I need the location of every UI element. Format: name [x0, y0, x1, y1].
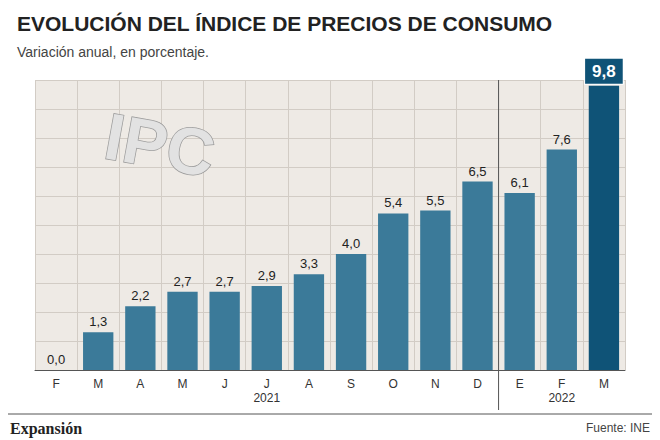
svg-text:F: F	[558, 377, 565, 391]
svg-text:7,6: 7,6	[553, 132, 571, 147]
svg-text:A: A	[305, 377, 313, 391]
svg-text:2,7: 2,7	[173, 274, 191, 289]
svg-text:3,3: 3,3	[300, 256, 318, 271]
svg-text:5,5: 5,5	[426, 193, 444, 208]
svg-text:S: S	[347, 377, 355, 391]
svg-text:Variación anual, en porcentaje: Variación anual, en porcentaje.	[17, 44, 209, 60]
svg-text:O: O	[389, 377, 398, 391]
svg-text:EVOLUCIÓN DEL ÍNDICE DE PRECIO: EVOLUCIÓN DEL ÍNDICE DE PRECIOS DE CONSU…	[17, 12, 552, 35]
svg-text:N: N	[431, 377, 440, 391]
svg-text:2,2: 2,2	[131, 288, 149, 303]
svg-text:6,1: 6,1	[511, 175, 529, 190]
svg-text:M: M	[599, 377, 609, 391]
svg-text:F: F	[52, 377, 59, 391]
svg-text:4,0: 4,0	[342, 236, 360, 251]
svg-text:2,9: 2,9	[258, 268, 276, 283]
svg-text:J: J	[264, 377, 270, 391]
svg-text:2022: 2022	[548, 391, 575, 405]
svg-text:E: E	[516, 377, 524, 391]
svg-text:1,3: 1,3	[89, 314, 107, 329]
svg-text:A: A	[136, 377, 144, 391]
svg-text:J: J	[222, 377, 228, 391]
svg-text:5,4: 5,4	[384, 195, 402, 210]
svg-text:2021: 2021	[253, 391, 280, 405]
svg-text:9,8: 9,8	[592, 62, 616, 81]
svg-text:Expansión: Expansión	[10, 420, 82, 438]
svg-text:0,0: 0,0	[47, 352, 65, 367]
svg-text:Fuente: INE: Fuente: INE	[586, 421, 650, 435]
svg-text:IPC: IPC	[99, 99, 220, 191]
svg-text:6,5: 6,5	[468, 164, 486, 179]
svg-text:D: D	[473, 377, 482, 391]
svg-text:2,7: 2,7	[216, 274, 234, 289]
svg-text:M: M	[93, 377, 103, 391]
svg-text:M: M	[178, 377, 188, 391]
